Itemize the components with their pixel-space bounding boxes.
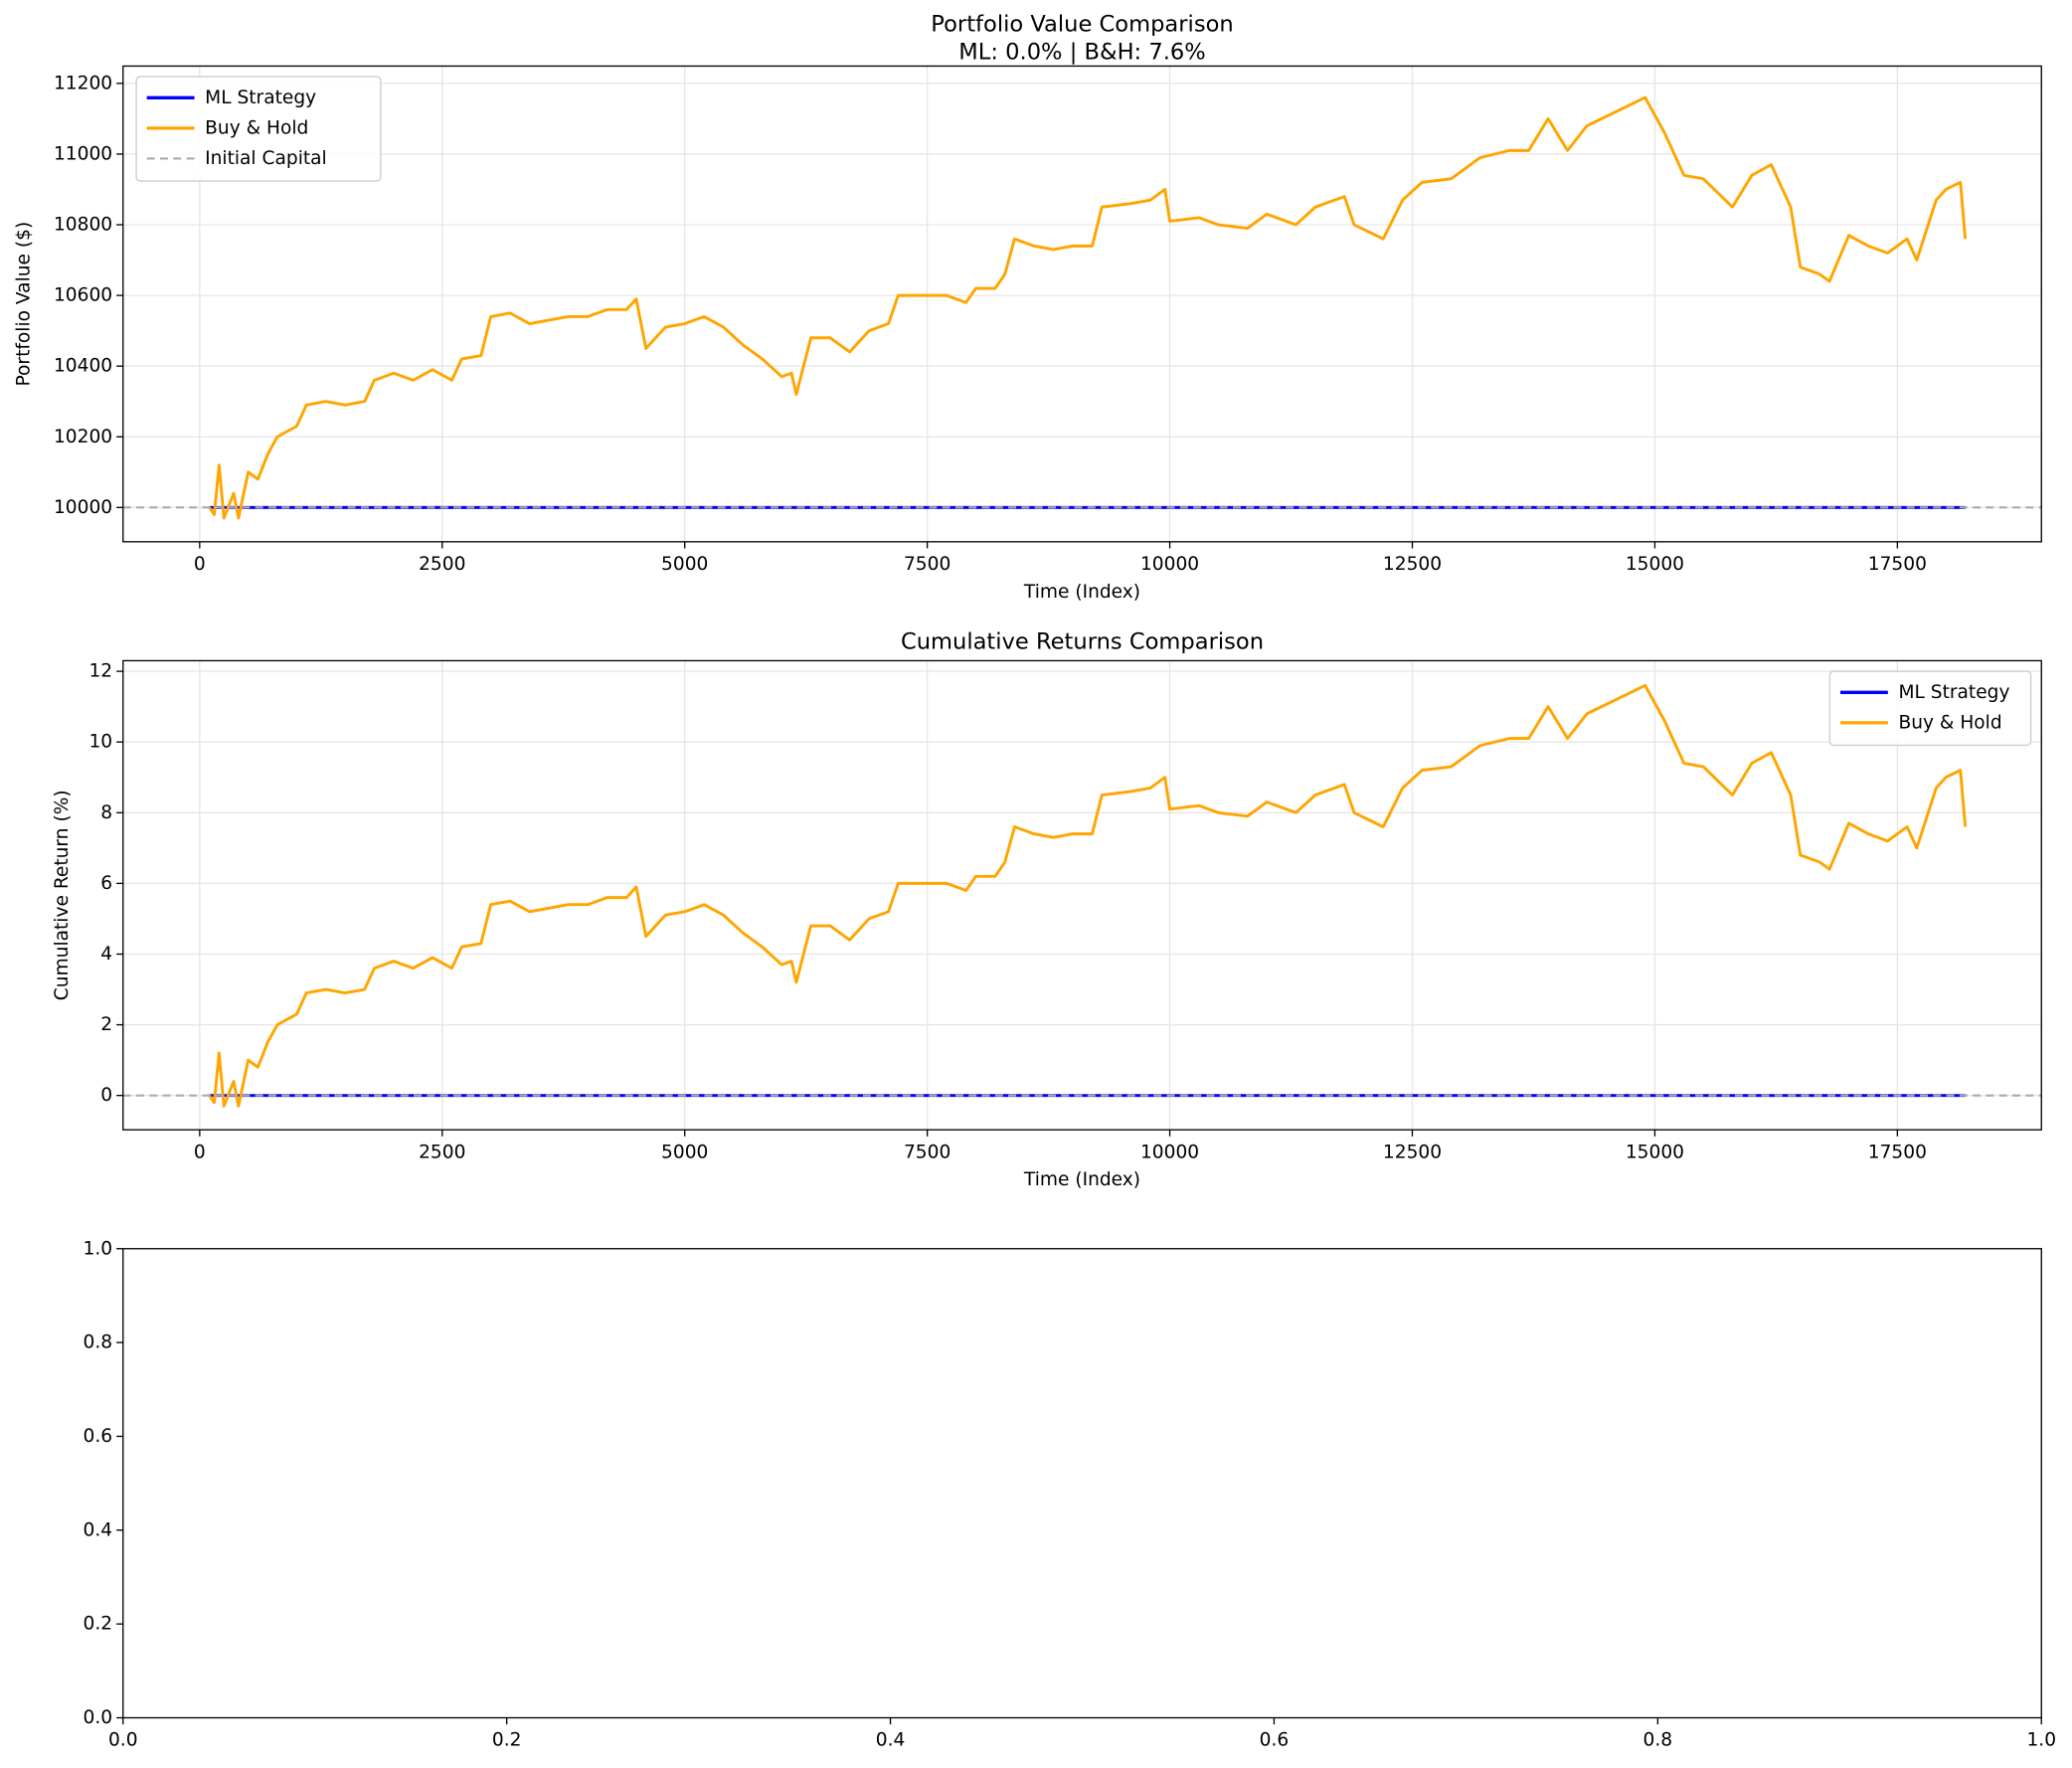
x-tick-label: 7500: [904, 554, 950, 575]
x-tick-label: 5000: [661, 1142, 708, 1162]
y-axis-label: Portfolio Value ($): [14, 222, 35, 387]
chart-subtitle: ML: 0.0% | B&H: 7.6%: [958, 40, 1205, 66]
x-tick-label: 0: [194, 554, 206, 575]
x-tick-label: 0: [194, 1142, 206, 1162]
legend-label: Initial Capital: [205, 148, 327, 169]
y-tick-label: 0.6: [84, 1426, 113, 1447]
x-tick-label: 2500: [419, 1142, 465, 1162]
y-tick-label: 10000: [54, 497, 112, 518]
y-tick-label: 0.8: [84, 1332, 113, 1353]
y-tick-label: 0.0: [84, 1707, 113, 1728]
y-tick-label: 10200: [54, 427, 112, 447]
y-tick-label: 10: [88, 732, 112, 753]
y-tick-label: 10600: [54, 285, 112, 306]
y-tick-label: 0.4: [84, 1519, 113, 1540]
legend-label: ML Strategy: [1898, 682, 2009, 703]
y-axis-label: Cumulative Return (%): [52, 790, 73, 1000]
axes-frame: [122, 65, 2042, 543]
x-tick-label: 7500: [904, 1142, 950, 1162]
axes-frame: [122, 1248, 2042, 1719]
x-tick-label: 10000: [1140, 554, 1199, 575]
legend-box: [135, 76, 382, 182]
y-tick-label: 11000: [54, 143, 112, 164]
y-tick-label: 10400: [54, 356, 112, 377]
y-tick-label: 4: [100, 944, 112, 965]
y-tick-label: 2: [100, 1014, 112, 1035]
legend-label: Buy & Hold: [1898, 712, 2001, 733]
x-axis-label: Time (Index): [1023, 1169, 1140, 1190]
x-tick-label: 0.6: [1260, 1730, 1290, 1751]
legend-box: [1828, 670, 2032, 747]
x-tick-label: 0.8: [1643, 1730, 1673, 1751]
y-tick-label: 0.2: [84, 1614, 113, 1635]
x-tick-label: 12500: [1383, 1142, 1442, 1162]
legend-label: Buy & Hold: [205, 117, 308, 138]
x-tick-label: 5000: [661, 554, 708, 575]
x-tick-label: 15000: [1626, 554, 1684, 575]
axes-frame: [122, 659, 2042, 1131]
x-tick-label: 17500: [1868, 554, 1927, 575]
legend-label: ML Strategy: [205, 88, 316, 108]
y-tick-label: 0: [100, 1085, 112, 1106]
x-tick-label: 0.2: [492, 1730, 522, 1751]
y-tick-label: 6: [100, 873, 112, 894]
y-tick-label: 8: [100, 802, 112, 823]
chart-title: Portfolio Value Comparison: [931, 12, 1233, 38]
y-tick-label: 12: [88, 661, 112, 682]
x-tick-label: 2500: [419, 554, 465, 575]
x-tick-label: 1.0: [2026, 1730, 2056, 1751]
x-tick-label: 12500: [1383, 554, 1442, 575]
series-line: [208, 683, 1968, 1108]
y-tick-label: 1.0: [84, 1238, 113, 1259]
x-tick-label: 0.4: [876, 1730, 906, 1751]
x-tick-label: 10000: [1140, 1142, 1199, 1162]
y-tick-label: 11200: [54, 73, 112, 93]
x-axis-label: Time (Index): [1023, 582, 1140, 603]
x-tick-label: 0.0: [108, 1730, 138, 1751]
x-tick-label: 17500: [1868, 1142, 1927, 1162]
series-line: [208, 95, 1968, 520]
x-tick-label: 15000: [1626, 1142, 1684, 1162]
chart-title: Cumulative Returns Comparison: [901, 628, 1264, 654]
y-tick-label: 10800: [54, 215, 112, 236]
